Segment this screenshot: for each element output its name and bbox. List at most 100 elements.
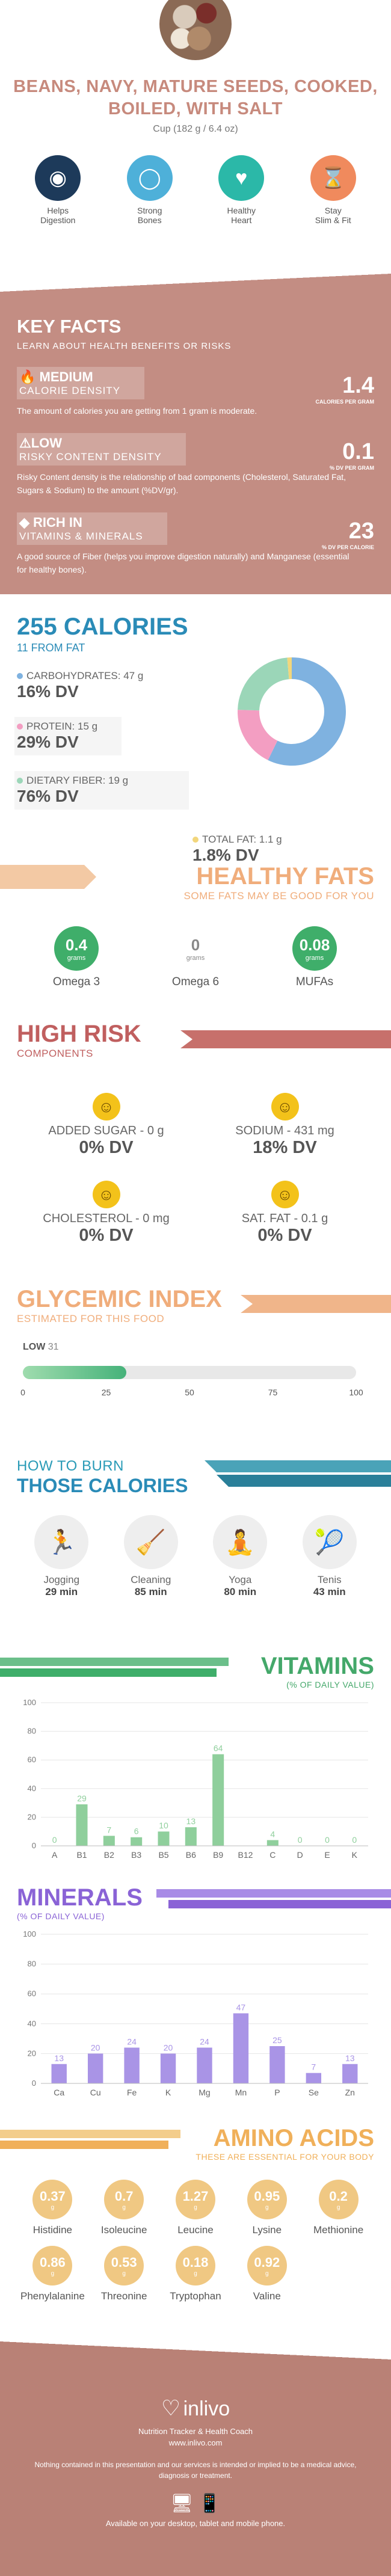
bone-icon: ◯	[127, 155, 173, 201]
risk-name: SODIUM - 431 mg	[196, 1124, 374, 1138]
fact-tag: ◆ RICH IN VITAMINS & MINERALS	[17, 512, 167, 545]
y-tick-label: 60	[28, 1989, 36, 1998]
data-label: 13	[345, 2053, 355, 2063]
jogging-icon: 🏃	[34, 1515, 88, 1569]
benefit-label: Helps Digestion	[25, 206, 91, 225]
amino-value: 1.27	[183, 2189, 209, 2204]
fact-name: VITAMINS & MINERALS	[19, 530, 143, 543]
calories-title: 255 CALORIES	[17, 613, 374, 641]
x-tick-label: A	[52, 1850, 58, 1860]
x-tick-label: Se	[309, 2088, 319, 2097]
benefits-row: ◉ Helps Digestion ◯ Strong Bones ♥ Healt…	[0, 155, 391, 225]
x-tick-label: E	[324, 1850, 330, 1860]
activity-name: Cleaning	[115, 1574, 187, 1586]
amino-name: Histidine	[17, 2224, 88, 2236]
donut-slice	[248, 710, 272, 751]
amino-unit: g	[51, 2204, 55, 2211]
data-label: 47	[236, 2002, 246, 2012]
legend-dot	[192, 837, 199, 843]
risk-name: ADDED SUGAR - 0 g	[17, 1124, 196, 1138]
fact-value: 0.1	[330, 439, 374, 465]
tennis-icon: 🎾	[303, 1515, 357, 1569]
brand-tagline: Nutrition Tracker & Health Coach	[24, 2427, 367, 2436]
benefit-slim: ⌛ Stay Slim & Fit	[300, 155, 366, 225]
y-tick-label: 20	[28, 2049, 36, 2058]
x-tick-label: B3	[131, 1850, 141, 1860]
healthy-fats-subtitle: SOME FATS MAY BE GOOD FOR YOU	[17, 890, 374, 902]
healthy-fats-section: HEALTHY FATS SOME FATS MAY BE GOOD FOR Y…	[0, 862, 391, 1018]
x-tick-label: K	[165, 2088, 171, 2097]
risk-dv: 0% DV	[196, 1226, 374, 1246]
data-label: 25	[272, 2035, 282, 2045]
amino-section: AMINO ACIDS THESE ARE ESSENTIAL FOR YOUR…	[0, 2125, 391, 2359]
fat-name: Omega 3	[31, 976, 122, 989]
risk-name: SAT. FAT - 0.1 g	[196, 1212, 374, 1226]
calories-section: 255 CALORIES 11 FROM FAT CARBOHYDRATES: …	[0, 594, 391, 862]
amino-name: Phenylalanine	[17, 2290, 88, 2302]
amino-unit: g	[194, 2204, 197, 2211]
y-tick-label: 80	[28, 1960, 36, 1969]
data-label: 20	[91, 2043, 100, 2052]
amino-unit: g	[337, 2204, 340, 2211]
donut-slice	[248, 668, 288, 710]
amino-name: Threonine	[88, 2290, 160, 2302]
burn-tennis: 🎾 Tenis 43 min	[294, 1515, 366, 1598]
fat-omega6: 0 grams Omega 6	[150, 926, 241, 989]
bar	[233, 2013, 248, 2083]
data-label: 7	[106, 1825, 111, 1834]
cleaning-icon: 🧹	[124, 1515, 178, 1569]
data-label: 0	[52, 1835, 57, 1845]
glycemic-track	[23, 1366, 356, 1379]
fact-value-box: 0.1 % DV PER GRAM	[330, 439, 374, 471]
amino-value: 0.53	[111, 2255, 137, 2270]
macro-name: DIETARY FIBER: 19 g	[26, 775, 128, 786]
key-facts-subtitle: LEARN ABOUT HEALTH BENEFITS OR RISKS	[17, 341, 374, 351]
x-tick-label: B12	[238, 1850, 253, 1860]
bar	[306, 2073, 321, 2083]
beans-image	[159, 0, 232, 60]
section-ribbon	[0, 1653, 391, 1683]
key-fact-vitamins-minerals: ◆ RICH IN VITAMINS & MINERALS 23 % DV PE…	[17, 512, 374, 576]
macro-name: PROTEIN: 15 g	[26, 721, 97, 732]
key-fact-risky-content: ⚠LOW RISKY CONTENT DENSITY 0.1 % DV PER …	[17, 433, 374, 497]
data-label: 0	[325, 1835, 330, 1845]
fat-value: 0	[191, 936, 200, 954]
y-tick-label: 40	[28, 1784, 36, 1793]
yoga-icon: 🧘	[213, 1515, 267, 1569]
y-tick-label: 20	[28, 1812, 36, 1821]
grin-face-icon: ☺	[93, 1093, 120, 1120]
high-risk-section: HIGH RISK COMPONENTS ☺ ADDED SUGAR - 0 g…	[0, 1018, 391, 1286]
macro-fat: TOTAL FAT: 1.1 g 1.8% DV	[192, 834, 282, 865]
fact-tag: 🔥 MEDIUM CALORIE DENSITY	[17, 367, 144, 399]
macro-fiber: DIETARY FIBER: 19 g 76% DV	[14, 771, 189, 810]
donut-slice	[272, 668, 335, 755]
amino-unit: g	[122, 2270, 126, 2277]
fat-name: MUFAs	[269, 976, 360, 989]
fact-name: CALORIE DENSITY	[19, 385, 120, 397]
risk-dv: 0% DV	[17, 1226, 196, 1246]
glycemic-level: LOW	[23, 1342, 45, 1352]
x-tick-label: B9	[213, 1850, 223, 1860]
grin-face-icon: ☺	[271, 1181, 299, 1208]
x-tick-label: Ca	[54, 2088, 64, 2097]
waist-icon: ⌛	[310, 155, 356, 201]
fire-icon: 🔥	[19, 369, 35, 384]
burn-yoga: 🧘 Yoga 80 min	[204, 1515, 276, 1598]
amino-unit: g	[122, 2204, 126, 2211]
activity-name: Jogging	[25, 1574, 97, 1586]
fat-mufas: 0.08 grams MUFAs	[269, 926, 360, 989]
data-label: 20	[164, 2043, 173, 2052]
heart-outline-icon: ♡	[161, 2396, 180, 2420]
amino-value: 0.2	[329, 2189, 348, 2204]
benefit-bones: ◯ Strong Bones	[117, 155, 183, 225]
amino-value: 0.7	[115, 2189, 134, 2204]
y-tick-label: 0	[32, 2079, 36, 2088]
risk-dv: 18% DV	[196, 1138, 374, 1158]
fact-description: A good source of Fiber (helps you improv…	[17, 550, 354, 576]
brand-url[interactable]: www.inlivo.com	[24, 2438, 367, 2447]
fact-description: Risky Content density is the relationshi…	[17, 470, 354, 497]
